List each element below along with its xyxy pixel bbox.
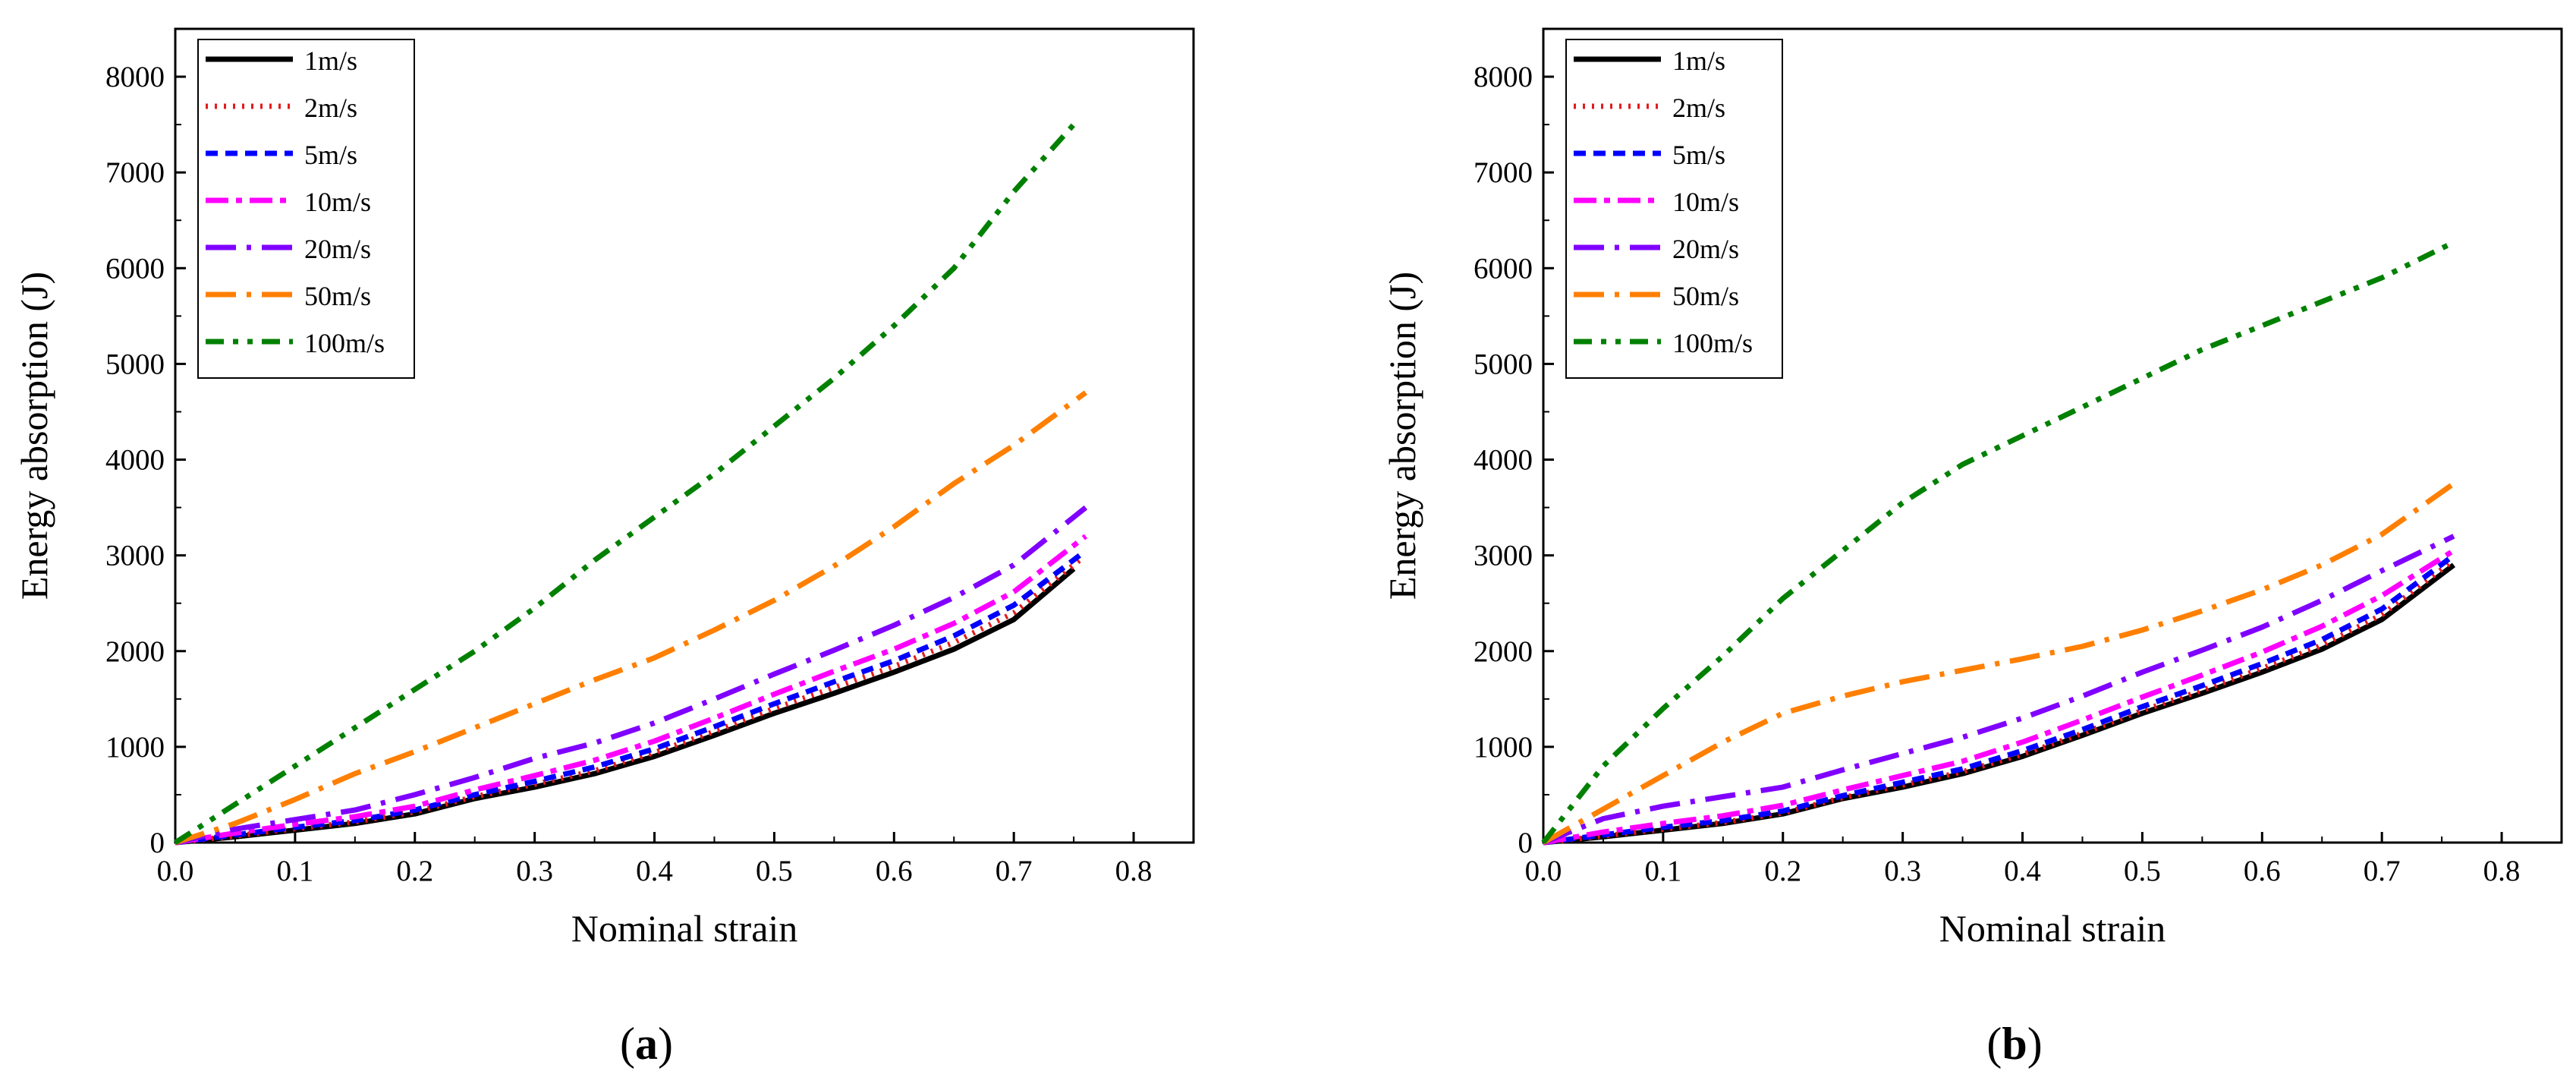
series-line-2m-per-s [1543, 558, 2456, 846]
legend-label: 1m/s [1672, 46, 1725, 76]
y-axis-title: Energy absorption (J) [1381, 272, 1423, 600]
y-tick-label: 6000 [105, 252, 165, 285]
chart-panel-a: 0 1000 2000 3000 4000 5000 6000 7000 8000 0.0 0.1… [13, 27, 1195, 1069]
y-axis: 0 1000 2000 3000 4000 5000 6000 7000 8000 [105, 61, 186, 859]
panel-label-a: (a) [620, 1019, 673, 1069]
x-tick-label: 0.3 [516, 855, 553, 887]
x-tick-label: 0.8 [1115, 855, 1153, 887]
x-tick-label: 0.7 [995, 855, 1033, 887]
panel-label-letter: a [635, 1019, 658, 1069]
legend-label: 100m/s [304, 328, 385, 358]
series-line-20m-per-s [1542, 534, 2455, 846]
series-line-100m-per-s [1541, 240, 2455, 845]
y-tick-label: 2000 [105, 635, 165, 668]
plot-area-frame [1542, 27, 2563, 844]
legend-label: 5m/s [1672, 140, 1725, 170]
series-line-1m-per-s [175, 566, 1076, 846]
series-line-20m-per-s [175, 505, 1088, 846]
legend-label: 2m/s [304, 93, 357, 123]
y-axis: 0 1000 2000 3000 4000 5000 6000 7000 8000 [1474, 61, 1554, 859]
series-line-100m-per-s [174, 122, 1076, 845]
legend-label: 20m/s [1672, 234, 1739, 264]
x-tick-label: 0.3 [1884, 855, 1921, 887]
y-tick-label: 1000 [105, 731, 165, 764]
panel-label-letter: b [2002, 1019, 2027, 1069]
legend-label: 100m/s [1672, 328, 1753, 358]
x-tick-label: 0.8 [2483, 855, 2521, 887]
series-line-5m-per-s [1543, 553, 2455, 846]
panel-label-open-paren: ( [620, 1019, 635, 1069]
legend-label: 50m/s [304, 281, 371, 311]
x-tick-label: 0.7 [2364, 855, 2401, 887]
series-line-10m-per-s [175, 534, 1088, 846]
legend-label: 10m/s [304, 187, 371, 217]
series-line-50m-per-s [1542, 481, 2455, 846]
y-tick-label: 7000 [1474, 156, 1533, 189]
panel-label-open-paren: ( [1986, 1019, 2002, 1069]
series-line-2m-per-s [175, 558, 1082, 846]
y-tick-label: 5000 [1474, 348, 1533, 380]
x-tick-label: 0.5 [756, 855, 793, 887]
series-line-10m-per-s [1543, 548, 2455, 846]
chart-panel-b: 0 1000 2000 3000 4000 5000 6000 7000 8000 0.0 0.1… [1381, 27, 2563, 1069]
x-tick-label: 0.4 [2004, 855, 2041, 887]
x-tick-label: 0.5 [2124, 855, 2161, 887]
legend-label: 2m/s [1672, 93, 1725, 123]
y-tick-label: 0 [150, 827, 165, 859]
legend-label: 1m/s [304, 46, 357, 76]
x-axis: 0.0 0.1 0.2 0.3 0.4 0.5 0.6 0.7 0.8 [157, 832, 1153, 887]
x-tick-label: 0.1 [277, 855, 314, 887]
legend-box [1565, 39, 1783, 379]
x-tick-label: 0.6 [876, 855, 913, 887]
legend: 1m/s 2m/s 5m/s 10m/s 20m/s 50m/s 100m/s [1565, 39, 1783, 379]
series-line-1m-per-s [1543, 562, 2456, 846]
y-tick-label: 4000 [105, 444, 165, 477]
y-tick-label: 3000 [105, 540, 165, 572]
y-tick-label: 8000 [105, 61, 165, 93]
y-tick-label: 0 [1518, 827, 1533, 859]
x-tick-label: 0.4 [636, 855, 673, 887]
panel-label-close-paren: ) [658, 1019, 673, 1069]
y-tick-label: 2000 [1474, 635, 1533, 668]
legend-box [197, 39, 415, 379]
x-tick-label: 0.1 [1645, 855, 1682, 887]
legend-label: 5m/s [304, 140, 357, 170]
series-group [174, 122, 1088, 846]
plot-area-frame [174, 27, 1195, 844]
legend-label: 10m/s [1672, 187, 1739, 217]
x-tick-label: 0.0 [1525, 855, 1562, 887]
legend-label: 50m/s [1672, 281, 1739, 311]
x-tick-label: 0.0 [157, 855, 194, 887]
panel-label-close-paren: ) [2027, 1019, 2043, 1069]
panel-label-b: (b) [1986, 1019, 2042, 1069]
x-tick-label: 0.2 [1764, 855, 1801, 887]
series-line-5m-per-s [175, 553, 1082, 846]
x-tick-label: 0.2 [396, 855, 433, 887]
x-axis: 0.0 0.1 0.2 0.3 0.4 0.5 0.6 0.7 0.8 [1525, 832, 2521, 887]
y-tick-label: 3000 [1474, 540, 1533, 572]
x-tick-label: 0.6 [2244, 855, 2281, 887]
y-tick-label: 8000 [1474, 61, 1533, 93]
y-axis-title: Energy absorption (J) [13, 272, 55, 600]
x-axis-title: Nominal strain [1939, 907, 2166, 950]
y-tick-label: 1000 [1474, 731, 1533, 764]
series-line-50m-per-s [174, 390, 1087, 846]
y-tick-label: 6000 [1474, 252, 1533, 285]
y-tick-label: 4000 [1474, 444, 1533, 477]
series-group [1541, 240, 2456, 846]
y-tick-label: 5000 [105, 348, 165, 380]
x-axis-title: Nominal strain [571, 907, 798, 950]
y-tick-label: 7000 [105, 156, 165, 189]
legend: 1m/s 2m/s 5m/s 10m/s 20m/s 50m/s 100m/s [197, 39, 415, 379]
legend-label: 20m/s [304, 234, 371, 264]
